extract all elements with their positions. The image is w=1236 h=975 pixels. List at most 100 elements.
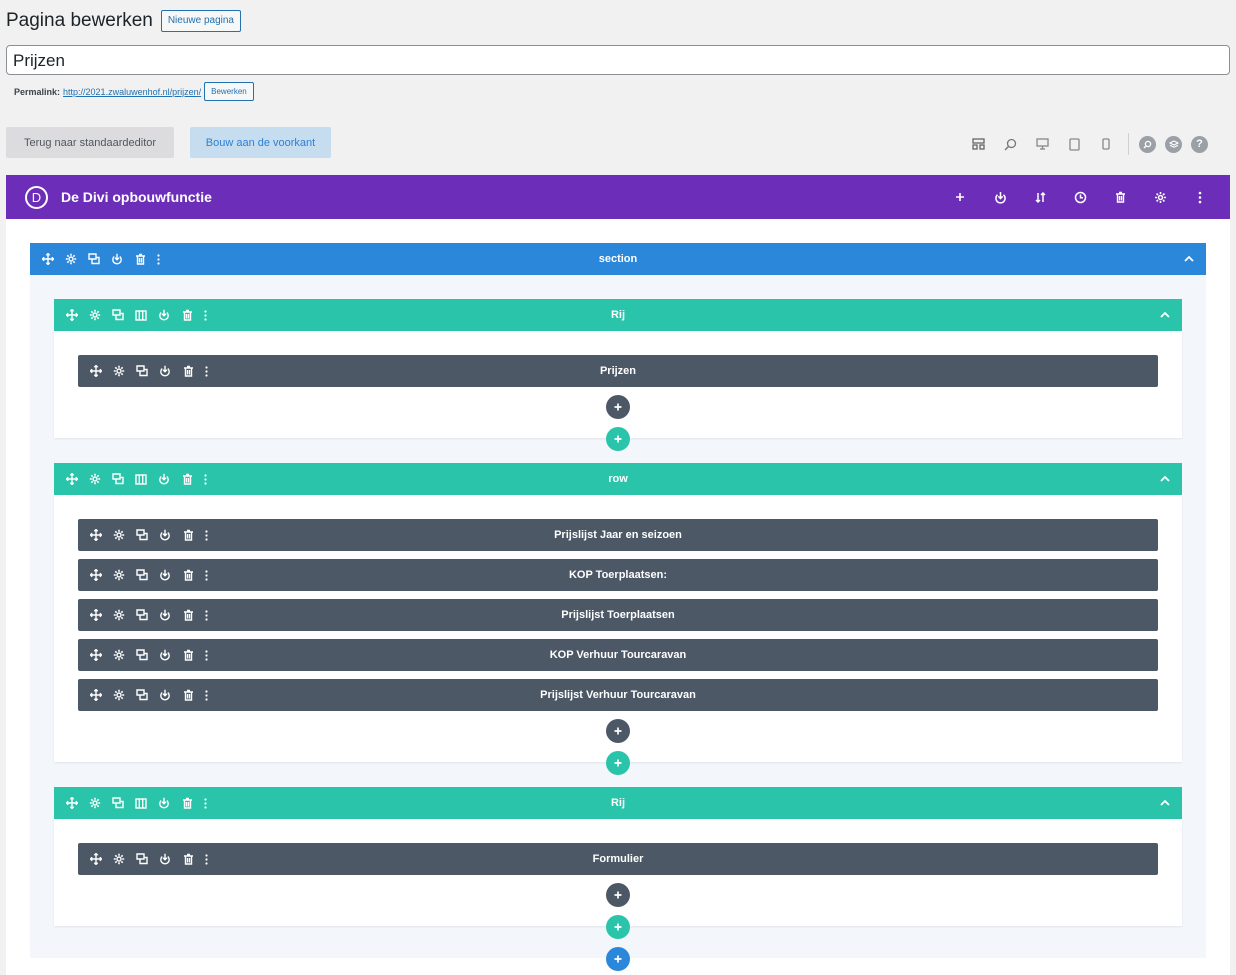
chevron-up-icon[interactable] <box>1182 252 1196 266</box>
save-to-library-icon[interactable] <box>158 648 172 662</box>
add-row-button[interactable] <box>606 751 630 775</box>
more-options-icon[interactable] <box>1192 189 1208 205</box>
more-options-icon[interactable] <box>156 252 160 266</box>
settings-icon[interactable] <box>88 796 102 810</box>
save-to-library-icon[interactable] <box>157 472 171 486</box>
save-to-library-icon[interactable] <box>158 688 172 702</box>
move-icon[interactable] <box>89 568 103 582</box>
row-bar[interactable]: Rij <box>54 299 1182 331</box>
columns-icon[interactable] <box>134 796 148 810</box>
duplicate-icon[interactable] <box>135 648 149 662</box>
delete-icon[interactable] <box>180 472 194 486</box>
columns-icon[interactable] <box>134 472 148 486</box>
more-options-icon[interactable] <box>204 852 208 866</box>
delete-icon[interactable] <box>180 796 194 810</box>
move-icon[interactable] <box>89 852 103 866</box>
add-row-button[interactable] <box>606 427 630 451</box>
delete-icon[interactable] <box>180 308 194 322</box>
settings-icon[interactable] <box>88 472 102 486</box>
more-options-icon[interactable] <box>204 568 208 582</box>
settings-icon[interactable] <box>88 308 102 322</box>
add-module-button[interactable] <box>606 883 630 907</box>
row-bar[interactable]: Rij <box>54 787 1182 819</box>
settings-icon[interactable] <box>112 648 126 662</box>
more-options-icon[interactable] <box>204 528 208 542</box>
add-icon[interactable] <box>952 189 968 205</box>
save-to-library-icon[interactable] <box>110 252 124 266</box>
move-icon[interactable] <box>89 528 103 542</box>
standard-editor-button[interactable]: Terug naar standaardeditor <box>6 127 174 158</box>
settings-icon[interactable] <box>112 608 126 622</box>
move-icon[interactable] <box>65 472 79 486</box>
move-icon[interactable] <box>89 364 103 378</box>
save-to-library-icon[interactable] <box>158 852 172 866</box>
settings-icon[interactable] <box>112 364 126 378</box>
delete-icon[interactable] <box>181 608 195 622</box>
move-icon[interactable] <box>89 648 103 662</box>
settings-icon[interactable] <box>112 852 126 866</box>
delete-icon[interactable] <box>181 688 195 702</box>
search-icon[interactable] <box>1139 135 1156 153</box>
delete-icon[interactable] <box>181 528 195 542</box>
delete-icon[interactable] <box>181 648 195 662</box>
module-bar[interactable]: Prijslijst Toerplaatsen <box>78 599 1158 631</box>
load-layout-icon[interactable] <box>992 189 1008 205</box>
save-to-library-icon[interactable] <box>157 308 171 322</box>
more-options-icon[interactable] <box>203 308 207 322</box>
phone-view-icon[interactable] <box>1098 136 1114 152</box>
move-icon[interactable] <box>89 688 103 702</box>
duplicate-icon[interactable] <box>111 472 125 486</box>
chevron-up-icon[interactable] <box>1158 308 1172 322</box>
duplicate-icon[interactable] <box>135 608 149 622</box>
post-title-input[interactable]: Prijzen <box>6 45 1230 75</box>
duplicate-icon[interactable] <box>111 796 125 810</box>
module-bar[interactable]: Prijslijst Verhuur Tourcaravan <box>78 679 1158 711</box>
duplicate-icon[interactable] <box>87 252 101 266</box>
settings-icon[interactable] <box>1152 189 1168 205</box>
more-options-icon[interactable] <box>204 364 208 378</box>
save-to-library-icon[interactable] <box>158 568 172 582</box>
delete-icon[interactable] <box>181 364 195 378</box>
delete-icon[interactable] <box>133 252 147 266</box>
desktop-view-icon[interactable] <box>1034 136 1050 152</box>
more-options-icon[interactable] <box>203 796 207 810</box>
move-icon[interactable] <box>65 308 79 322</box>
duplicate-icon[interactable] <box>135 852 149 866</box>
settings-icon[interactable] <box>64 252 78 266</box>
wireframe-view-icon[interactable] <box>970 136 986 152</box>
save-to-library-icon[interactable] <box>158 364 172 378</box>
more-options-icon[interactable] <box>204 648 208 662</box>
layers-icon[interactable] <box>1165 135 1182 153</box>
module-bar[interactable]: Formulier <box>78 843 1158 875</box>
more-options-icon[interactable] <box>204 608 208 622</box>
front-end-builder-button[interactable]: Bouw aan de voorkant <box>190 127 331 158</box>
delete-icon[interactable] <box>181 568 195 582</box>
move-icon[interactable] <box>41 252 55 266</box>
add-module-button[interactable] <box>606 719 630 743</box>
duplicate-icon[interactable] <box>135 364 149 378</box>
row-bar[interactable]: row <box>54 463 1182 495</box>
settings-icon[interactable] <box>112 568 126 582</box>
delete-icon[interactable] <box>181 852 195 866</box>
more-options-icon[interactable] <box>204 688 208 702</box>
duplicate-icon[interactable] <box>111 308 125 322</box>
module-bar[interactable]: Prijslijst Jaar en seizoen <box>78 519 1158 551</box>
settings-icon[interactable] <box>112 688 126 702</box>
save-to-library-icon[interactable] <box>157 796 171 810</box>
new-page-button[interactable]: Nieuwe pagina <box>160 10 241 32</box>
zoom-icon[interactable] <box>1002 136 1018 152</box>
tablet-view-icon[interactable] <box>1066 136 1082 152</box>
section-bar[interactable]: section <box>30 243 1206 275</box>
move-icon[interactable] <box>65 796 79 810</box>
save-to-library-icon[interactable] <box>158 608 172 622</box>
module-bar[interactable]: KOP Verhuur Tourcaravan <box>78 639 1158 671</box>
chevron-up-icon[interactable] <box>1158 472 1172 486</box>
module-bar[interactable]: KOP Toerplaatsen: <box>78 559 1158 591</box>
portability-icon[interactable] <box>1032 189 1048 205</box>
chevron-up-icon[interactable] <box>1158 796 1172 810</box>
duplicate-icon[interactable] <box>135 528 149 542</box>
duplicate-icon[interactable] <box>135 568 149 582</box>
help-icon[interactable]: ? <box>1191 135 1208 153</box>
permalink-edit-button[interactable]: Bewerken <box>204 82 254 101</box>
history-icon[interactable] <box>1072 189 1088 205</box>
